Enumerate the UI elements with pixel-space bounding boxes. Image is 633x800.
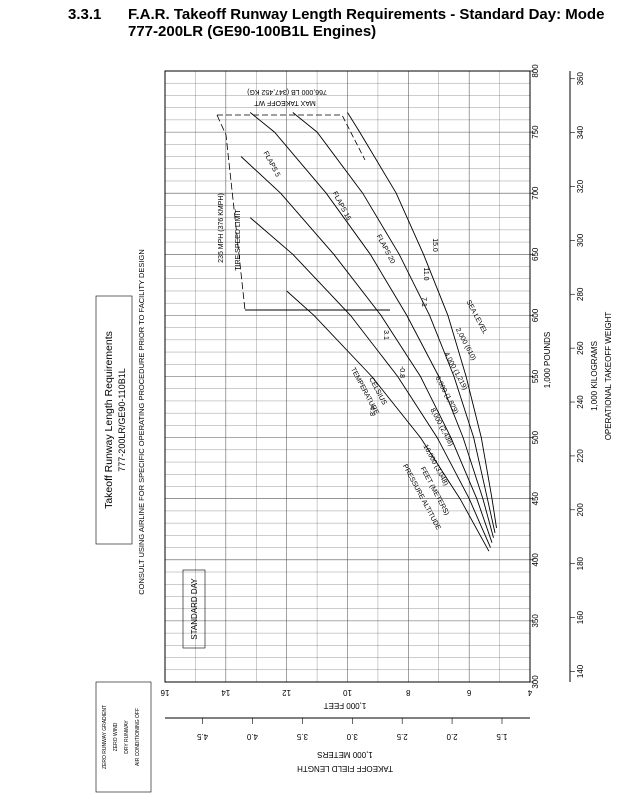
x-axis-label-weight: OPERATIONAL TAKEOFF WEIGHT xyxy=(604,312,613,441)
y-tick-label-meters: 1.5 xyxy=(496,732,508,741)
altitude-sea-level: SEA LEVEL xyxy=(464,299,488,335)
series-line-3 xyxy=(240,156,493,543)
condition-aircon: AIR CONDITIONING OFF xyxy=(135,708,141,766)
chart-grid xyxy=(165,71,530,682)
y-tick-label-feet: 4 xyxy=(527,688,532,697)
max-takeoff-wt-label: 766,000 LB (347,452 KG) xyxy=(247,88,327,95)
y-tick-label-meters: 4.5 xyxy=(196,732,208,741)
y-tick-label-meters: 2.5 xyxy=(396,732,408,741)
series-line-4 xyxy=(249,217,491,548)
temp-11-label: 11.0 xyxy=(422,267,429,280)
y-tick-label-feet: 8 xyxy=(406,688,411,697)
x-tick-label-pounds: 800 xyxy=(531,64,540,78)
temp-minus0-label: -0.8 xyxy=(398,366,405,378)
x-tick-label-pounds: 550 xyxy=(531,369,540,383)
x-tick-label-kg: 180 xyxy=(576,556,585,570)
x-tick-label-kg: 360 xyxy=(576,72,585,86)
series-line-0 xyxy=(347,112,497,529)
y-tick-label-feet: 16 xyxy=(160,688,169,697)
y-tick-label-meters: 3.0 xyxy=(346,732,358,741)
title-box xyxy=(95,295,133,545)
flaps-15-label: FLAPS 15 xyxy=(331,191,352,223)
chart-series xyxy=(240,112,497,552)
series-line-2 xyxy=(249,112,494,538)
box-title: Takeoff Runway Length Requirements xyxy=(103,331,115,509)
x-tick-label-kg: 320 xyxy=(576,179,585,193)
tick-labels: 300 350 400 450 500 550 600 650 700 750 800 140 160 1… xyxy=(160,64,585,741)
x-tick-label-kg: 140 xyxy=(576,664,585,678)
tire-speed-label: 235 MPH (376 KMPH) xyxy=(218,193,225,263)
x-tick-label-kg: 260 xyxy=(576,341,585,355)
x-tick-label-kg: 280 xyxy=(576,287,585,301)
x-tick-label-kg: 240 xyxy=(576,395,585,409)
x-tick-label-kg: 300 xyxy=(576,233,585,247)
y-tick-label-meters: 3.5 xyxy=(296,732,308,741)
condition-wind: ZERO WIND xyxy=(113,722,119,751)
box-subtitle: 777-200LR/GE90-110B1L xyxy=(117,368,127,471)
y-axis-label-meters: 1,000 METERS xyxy=(317,750,373,759)
conditions-box xyxy=(95,681,152,793)
x-tick-label-kg: 160 xyxy=(576,610,585,624)
tire-speed-limit-line xyxy=(216,114,246,311)
consult-note: CONSULT USING AIRLINE FOR SPECIFIC OPERA… xyxy=(137,249,146,594)
y-tick-label-meters: 2.0 xyxy=(446,732,458,741)
condition-gradient: ZERO RUNWAY GRADIENT xyxy=(102,705,108,769)
altitude-2000: 2,000 (610) xyxy=(454,327,477,362)
y-axis-label-field-length: TAKEOFF FIELD LENGTH xyxy=(297,764,393,773)
x-tick-label-pounds: 600 xyxy=(531,308,540,322)
y-tick-label-feet: 14 xyxy=(221,688,230,697)
x-axis-label-kg: 1,000 KILOGRAMS xyxy=(590,341,599,411)
x-tick-label-pounds: 650 xyxy=(531,247,540,261)
x-axis-label-pounds: 1,000 POUNDS xyxy=(543,332,552,388)
x-tick-label-kg: 220 xyxy=(576,449,585,463)
y-tick-label-feet: 6 xyxy=(466,688,471,697)
section-number: 3.3.1 xyxy=(68,6,102,23)
condition-dry: DRY RUNWAY xyxy=(124,720,130,754)
temp-3-label: 3.1 xyxy=(382,330,389,340)
x-tick-label-pounds: 350 xyxy=(531,614,540,628)
standard-day-label: STANDARD DAY xyxy=(190,578,199,640)
tire-speed-caption: TIRE SPEED LIMIT xyxy=(235,209,242,271)
x-tick-label-pounds: 450 xyxy=(531,491,540,505)
y-tick-label-meters: 4.0 xyxy=(246,732,258,741)
y-tick-label-feet: 10 xyxy=(343,688,352,697)
section-title: F.A.R. Takeoff Runway Length Requirement… xyxy=(128,6,605,23)
x-tick-label-pounds: 750 xyxy=(531,125,540,139)
series-line-1 xyxy=(292,112,496,533)
temp-7-label: 7.1 xyxy=(420,297,427,307)
max-takeoff-wt-caption: MAX TAKEOFF WT xyxy=(253,99,315,106)
flaps-5-label: FLAPS 5 xyxy=(262,150,281,178)
x-tick-label-pounds: 700 xyxy=(531,186,540,200)
x-tick-label-pounds: 500 xyxy=(531,430,540,444)
y-tick-label-feet: 12 xyxy=(282,688,291,697)
series-line-5 xyxy=(286,290,490,552)
x-tick-label-kg: 340 xyxy=(576,125,585,139)
standard-day-box xyxy=(182,569,206,649)
temp-15-label: 15.0 xyxy=(431,238,438,252)
section-subtitle: 777-200LR (GE90-100B1L Engines) xyxy=(128,23,377,40)
x-tick-label-pounds: 300 xyxy=(531,675,540,689)
max-takeoff-wt-line xyxy=(217,114,366,161)
x-tick-label-pounds: 400 xyxy=(531,553,540,567)
y-axis-label-feet: 1,000 FEET xyxy=(324,701,367,710)
x-tick-label-kg: 200 xyxy=(576,503,585,517)
feet-meters-label: FEET (METERS) xyxy=(419,466,450,517)
temp-minus4-label: -4.8 xyxy=(368,404,375,416)
